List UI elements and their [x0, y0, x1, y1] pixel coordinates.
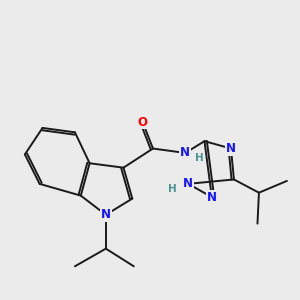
Text: H: H [168, 184, 177, 194]
Text: N: N [207, 190, 217, 204]
Text: N: N [183, 177, 193, 190]
Text: N: N [101, 208, 111, 221]
Text: N: N [180, 146, 190, 159]
Text: O: O [138, 116, 148, 128]
Text: N: N [226, 142, 236, 155]
Text: H: H [195, 153, 203, 163]
